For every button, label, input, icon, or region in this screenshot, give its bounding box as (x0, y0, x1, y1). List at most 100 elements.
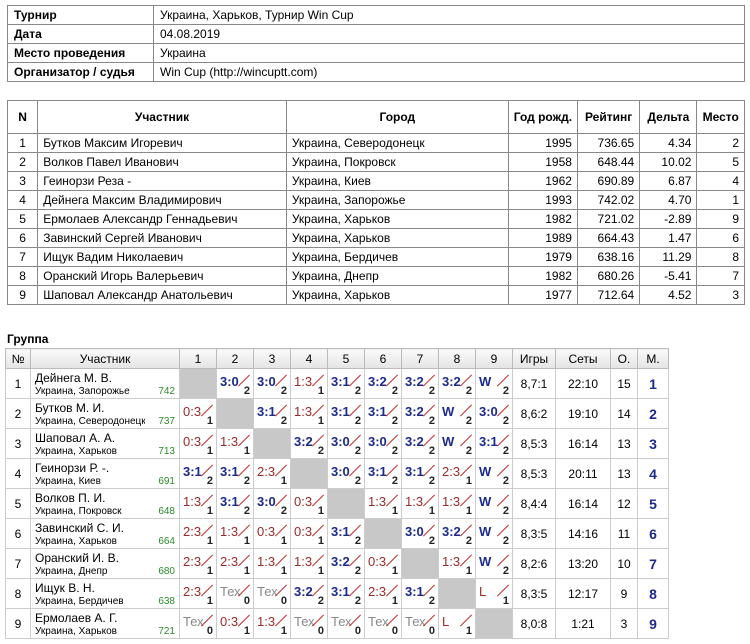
sets: 12:17 (555, 578, 611, 609)
result-cell: 0:3 1 (290, 488, 328, 519)
match-points: 1 (465, 505, 472, 517)
row-number: 8 (5, 578, 31, 609)
match-points: 2 (428, 415, 435, 427)
match-score: 3:0 (331, 464, 350, 479)
match-score: Тех (183, 614, 204, 629)
result-cell: 1:3 1 (179, 488, 217, 519)
match-score: 3:2 (405, 404, 424, 419)
match-points: 1 (391, 595, 398, 607)
match-points: 1 (317, 565, 324, 577)
match-points: 1 (243, 445, 250, 457)
cross-table: № Участник 1 2 3 4 5 6 7 8 9 Игры Сеты О. М. 1 Дейнега М… (5, 348, 669, 639)
result-cell: 2:3 1 (438, 458, 476, 489)
match-points: 2 (502, 535, 509, 547)
result-cell: 3:2 2 (438, 368, 476, 399)
place: 2 (637, 398, 669, 429)
match-points: 1 (317, 535, 324, 547)
match-points: 1 (280, 475, 287, 487)
participant-cell: 4 (696, 171, 745, 191)
match-points: 1 (280, 565, 287, 577)
result-cell: 3:0 2 (253, 368, 291, 399)
match-score: 1:3 (257, 614, 276, 629)
result-cell (327, 488, 365, 519)
match-points: 2 (465, 415, 472, 427)
row-number: 4 (5, 458, 31, 489)
match-points: 1 (206, 445, 213, 457)
participant-cell: 1995 (507, 133, 578, 153)
result-cell: 0:3 1 (216, 608, 254, 639)
column-header: N (6, 100, 39, 134)
result-cell: 1:3 1 (253, 608, 291, 639)
column-header: 9 (475, 348, 513, 369)
match-score: W (479, 494, 492, 509)
games: 8,0:8 (512, 608, 556, 639)
player-rating: 638 (158, 596, 175, 607)
match-score: W (479, 464, 492, 479)
match-points: 1 (465, 565, 472, 577)
match-points: 2 (465, 445, 472, 457)
match-points: 2 (502, 445, 509, 457)
participant-cell: Ищук Вадим Николаевич (37, 247, 287, 267)
player-cell: Бутков М. И. Украина, Северодонецк 737 (30, 398, 180, 429)
player-rating: 648 (158, 506, 175, 517)
match-points: 2 (354, 475, 361, 487)
match-score: Тех (220, 584, 241, 599)
result-cell: 3:1 2 (327, 398, 365, 429)
result-cell (364, 518, 402, 549)
result-cell: Тех 0 (364, 608, 402, 639)
participant-cell: Бутков Максим Игоревич (37, 133, 287, 153)
match-score: 3:1 (368, 404, 387, 419)
result-cell: 3:1 2 (327, 518, 365, 549)
points: 14 (610, 398, 638, 429)
column-header: О. (610, 348, 638, 369)
player-cell: Шаповал А. А. Украина, Харьков 713 (30, 428, 180, 459)
participant-cell: Геинорзи Реза - (37, 171, 287, 191)
result-cell: 3:2 2 (290, 578, 328, 609)
match-score: 3:2 (405, 434, 424, 449)
match-points: 2 (354, 445, 361, 457)
match-points: 2 (243, 385, 250, 397)
column-header: Рейтинг (576, 100, 641, 134)
games: 8,5:3 (512, 458, 556, 489)
player-name: Шаповал А. А. (35, 431, 116, 445)
match-score: 3:0 (331, 434, 350, 449)
match-points: 2 (354, 415, 361, 427)
sets: 14:16 (555, 518, 611, 549)
participant-cell: Оранский Игорь Валерьевич (37, 266, 287, 286)
result-cell: 0:3 1 (290, 518, 328, 549)
match-points: 2 (391, 385, 398, 397)
games: 8,5:3 (512, 428, 556, 459)
sets: 19:10 (555, 398, 611, 429)
participant-cell: 4.34 (639, 133, 698, 153)
group-title: Группа (7, 332, 49, 346)
match-points: 1 (280, 535, 287, 547)
match-points: 1 (206, 535, 213, 547)
match-points: 1 (317, 505, 324, 517)
match-points: 2 (428, 595, 435, 607)
participant-cell: 7 (6, 247, 39, 267)
participant-cell: Украина, Харьков (285, 209, 509, 229)
match-score: W (479, 554, 492, 569)
group-row: 7 Оранский И. В. Украина, Днепр 680 2:3 1 2:3 1… (5, 548, 669, 579)
match-points: 2 (280, 415, 287, 427)
player-cell: Ермолаев А. Г. Украина, Харьков 721 (30, 608, 180, 639)
match-points: 0 (391, 625, 398, 637)
match-score: W (442, 434, 455, 449)
match-score: L (479, 584, 487, 599)
participant-cell: 2 (6, 152, 39, 172)
match-score: 3:0 (368, 434, 387, 449)
player-name: Оранский И. В. (35, 551, 119, 565)
points: 12 (610, 488, 638, 519)
participant-cell: 690.89 (576, 171, 641, 191)
result-cell: Тех 0 (253, 578, 291, 609)
match-score: 1:3 (294, 554, 313, 569)
result-cell: 3:0 2 (364, 428, 402, 459)
participant-row: 3 Геинорзи Реза - Украина, Киев 1962 690.89 6… (6, 171, 745, 191)
result-cell: 3:1 2 (401, 458, 439, 489)
match-points: 0 (317, 625, 324, 637)
column-header: Участник (37, 100, 287, 134)
match-points: 1 (317, 415, 324, 427)
column-header: 1 (179, 348, 217, 369)
match-points: 0 (428, 625, 435, 637)
